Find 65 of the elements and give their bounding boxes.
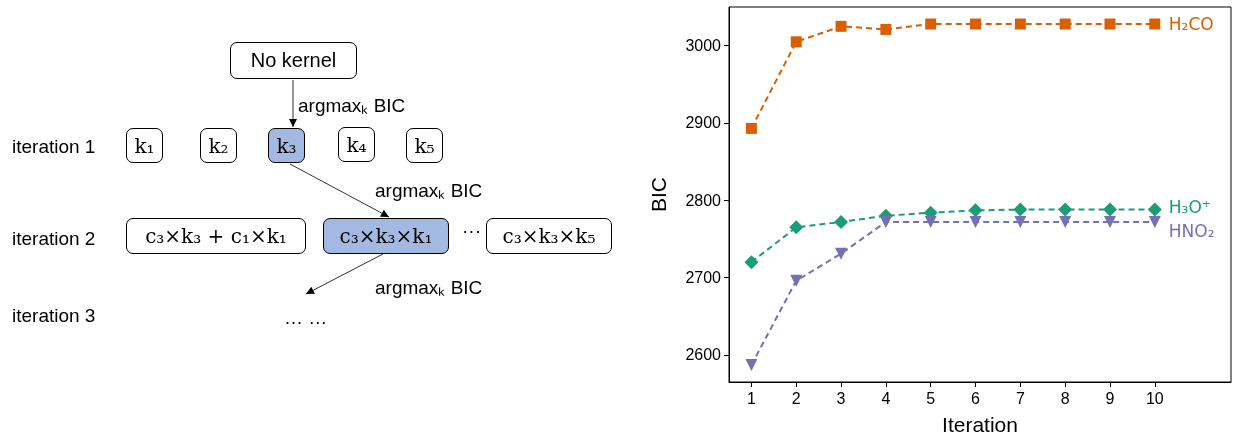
y-tick-label: 2900 xyxy=(685,114,722,132)
x-tick-label: 1 xyxy=(746,389,756,407)
x-tick-label: 9 xyxy=(1105,389,1115,407)
point xyxy=(744,255,759,270)
x-tick-label: 3 xyxy=(836,389,846,407)
text: No kernel xyxy=(230,42,357,79)
point xyxy=(1103,215,1116,228)
point xyxy=(1148,215,1161,228)
text: c₃×k₃×k₁ xyxy=(323,218,449,254)
series-label: H₂CO xyxy=(1168,14,1214,35)
point xyxy=(969,215,982,228)
x-tick-label: 4 xyxy=(881,389,891,407)
point xyxy=(790,36,802,48)
point xyxy=(790,274,803,287)
point xyxy=(789,220,804,235)
point xyxy=(1013,202,1028,217)
text: k₅ xyxy=(406,128,443,163)
point xyxy=(1014,18,1026,30)
point xyxy=(1102,202,1117,217)
text: k₃ xyxy=(268,128,305,163)
y-tick-label: 2600 xyxy=(685,346,722,364)
point xyxy=(1014,215,1027,228)
point xyxy=(968,203,983,218)
text: ··· xyxy=(462,220,481,242)
point xyxy=(1147,202,1162,217)
text: iteration 1 xyxy=(12,136,96,158)
x-tick-label: 8 xyxy=(1060,389,1070,407)
point xyxy=(834,214,849,229)
point xyxy=(970,18,982,30)
point xyxy=(1104,18,1116,30)
point xyxy=(1149,18,1161,30)
point xyxy=(879,215,892,228)
point xyxy=(745,122,757,134)
point xyxy=(880,23,892,35)
x-tick-label: 5 xyxy=(926,389,936,407)
series-label: HNO₂ xyxy=(1168,220,1215,241)
point xyxy=(1059,18,1071,30)
x-tick-label: 7 xyxy=(1015,389,1025,407)
y-axis-title: BIC xyxy=(647,176,670,213)
text: … … xyxy=(284,307,328,329)
y-tick-label: 2800 xyxy=(685,191,722,209)
y-tick-label: 3000 xyxy=(685,37,722,55)
point xyxy=(835,20,847,32)
x-tick-label: 6 xyxy=(971,389,981,407)
point xyxy=(924,215,937,228)
text: k₂ xyxy=(200,128,237,163)
x-axis-title: Iteration xyxy=(942,413,1018,436)
x-tick-label: 10 xyxy=(1145,389,1164,407)
text: argmaxₖ BIC xyxy=(298,94,406,118)
y-tick-label: 2700 xyxy=(685,269,722,287)
text: iteration 3 xyxy=(12,305,96,327)
text: c₃×k₃ + c₁×k₁ xyxy=(126,218,306,254)
point xyxy=(925,18,937,30)
text: k₁ xyxy=(126,128,163,163)
point xyxy=(835,247,848,260)
point xyxy=(1058,202,1073,217)
point xyxy=(1059,215,1072,228)
text: k₄ xyxy=(338,127,375,162)
text: argmaxₖ BIC xyxy=(375,276,483,300)
text: c₃×k₃×k₅ xyxy=(486,218,612,254)
text: iteration 2 xyxy=(12,228,96,250)
x-tick-label: 2 xyxy=(791,389,801,407)
point xyxy=(745,358,758,371)
series-label: H₃O⁺ xyxy=(1168,196,1211,217)
text: argmaxₖ BIC xyxy=(375,179,483,203)
